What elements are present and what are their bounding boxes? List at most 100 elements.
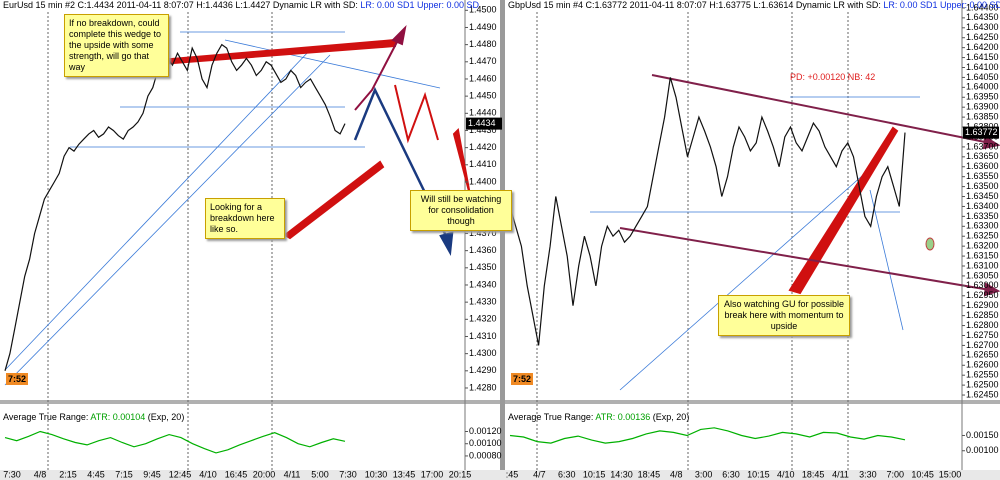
channel-line	[651, 74, 991, 144]
y-tick-label: 1.4320	[469, 314, 497, 324]
y-tick-label: 1.4480	[469, 39, 497, 49]
y-tick-label: 1.63300	[966, 221, 999, 231]
symbol-info: GbpUsd 15 min #4 C:1.63772 2011-04-11 8:…	[508, 0, 881, 10]
trend-line	[869, 189, 904, 331]
y-tick-label: 1.62800	[966, 320, 999, 330]
y-tick-label: 1.4490	[469, 22, 497, 32]
x-tick-label: 18:45	[802, 469, 825, 479]
y-tick-label: 1.63350	[966, 211, 999, 221]
arrow-head	[983, 282, 1000, 297]
y-tick-label: 1.62600	[966, 360, 999, 370]
y-tick-label: 1.64150	[966, 52, 999, 62]
x-tick-label: 13:45	[393, 469, 416, 479]
x-tick-label: 10:15	[583, 469, 606, 479]
last-price-label: 1.4434	[468, 118, 496, 128]
x-tick-label: 2:15	[59, 469, 77, 479]
y-tick-label: 1.4370	[469, 228, 497, 238]
y-tick-label: 1.4430	[469, 125, 497, 135]
y-tick-label: 1.63650	[966, 151, 999, 161]
atr-line	[4, 430, 346, 454]
y-tick-label: 1.63900	[966, 102, 999, 112]
x-tick-label: 16:45	[225, 469, 248, 479]
x-tick-label: 7:15	[115, 469, 133, 479]
y-tick-label: 0.00100	[469, 438, 502, 448]
y-tick-label: 0.00150	[966, 430, 999, 440]
pane-divider	[0, 400, 500, 404]
atr-method: (Exp, 20)	[147, 412, 185, 422]
y-tick-label: 1.4450	[469, 91, 497, 101]
channel-arrows	[619, 74, 1000, 297]
x-tick-label: 10:30	[365, 469, 388, 479]
y-tick-label: 1.64000	[966, 82, 999, 92]
x-tick-label: 7:00	[886, 469, 904, 479]
x-tick-label: 4:45	[87, 469, 105, 479]
lr-info: LR: 0.00	[883, 0, 918, 10]
y-tick-label: 1.63000	[966, 280, 999, 290]
y-tick-label: 1.64100	[966, 62, 999, 72]
trend-line	[619, 159, 881, 391]
y-tick-label: 1.62850	[966, 310, 999, 320]
price-line	[4, 42, 346, 371]
y-tick-label: 1.4330	[469, 297, 497, 307]
y-tick-label: 1.64300	[966, 22, 999, 32]
arrow-head	[982, 135, 1000, 150]
last-price-label: 1.63772	[965, 127, 998, 137]
session-tag: 7:52	[511, 373, 534, 385]
y-tick-label: 1.62500	[966, 379, 999, 389]
annotation-note: Also watching GU for possible break here…	[718, 295, 850, 336]
atr-method: (Exp, 20)	[652, 412, 690, 422]
zigzag	[394, 84, 439, 144]
trend-line	[4, 54, 331, 386]
y-tick-label: 1.63150	[966, 250, 999, 260]
y-tick-label: 1.4300	[469, 348, 497, 358]
lr-info: LR: 0.00	[360, 0, 395, 10]
day-separators	[47, 12, 849, 470]
atr-title: Average True Range:	[3, 412, 89, 422]
y-tick-label: 1.4410	[469, 159, 497, 169]
atr-value: ATR: 0.00136	[595, 412, 651, 422]
drawn-lines	[4, 31, 920, 391]
y-tick-label: 0.00120	[469, 426, 502, 436]
y-tick-label: 1.63950	[966, 92, 999, 102]
x-tick-label: 20:00	[253, 469, 276, 479]
y-tick-label: 1.64250	[966, 32, 999, 42]
y-tick-label: 1.63200	[966, 241, 999, 251]
sd-info: SD1 Upper: 0.00 SD	[396, 0, 479, 10]
x-tick-label: 14:30	[610, 469, 633, 479]
marker	[925, 237, 935, 251]
time-axis-bar	[0, 470, 1000, 480]
y-tick-label: 1.63400	[966, 201, 999, 211]
y-tick-label: 1.4340	[469, 279, 497, 289]
price-line	[509, 77, 906, 346]
x-tick-label: 9:45	[143, 469, 161, 479]
arrows	[159, 25, 899, 295]
x-tick-label: 20:15	[449, 469, 472, 479]
y-tick-label: 1.62900	[966, 300, 999, 310]
pane-divider	[505, 400, 1000, 404]
y-tick-label: 1.62700	[966, 340, 999, 350]
x-tick-label: 5:00	[311, 469, 329, 479]
pointer	[283, 160, 385, 240]
y-tick-label: 1.62550	[966, 370, 999, 380]
trend-line	[224, 39, 441, 89]
arrow-head	[439, 231, 454, 257]
y-tick-label: 1.64200	[966, 42, 999, 52]
y-tick-label: 1.4290	[469, 365, 497, 375]
x-tick-label: 4/10	[777, 469, 795, 479]
annotation-note: Will still be watching for consolidation…	[410, 190, 512, 231]
y-tick-label: 1.62950	[966, 290, 999, 300]
atr-title: Average True Range:	[508, 412, 594, 422]
y-tick-label: 1.4400	[469, 176, 497, 186]
y-tick-label: 1.4310	[469, 331, 497, 341]
x-tick-label: 10:45	[911, 469, 934, 479]
atr-legend: Average True Range: ATR: 0.00136 (Exp, 2…	[508, 412, 689, 422]
sd-info: SD1 Upper: 0.00 SD1	[919, 0, 1000, 10]
x-tick-label: 4/11	[284, 469, 301, 479]
x-tick-label: 10:15	[747, 469, 770, 479]
y-tick-label: 1.63100	[966, 260, 999, 270]
x-tick-label: 6:30	[722, 469, 740, 479]
y-tick-label: 1.4500	[469, 5, 497, 15]
trend-line	[4, 49, 311, 371]
